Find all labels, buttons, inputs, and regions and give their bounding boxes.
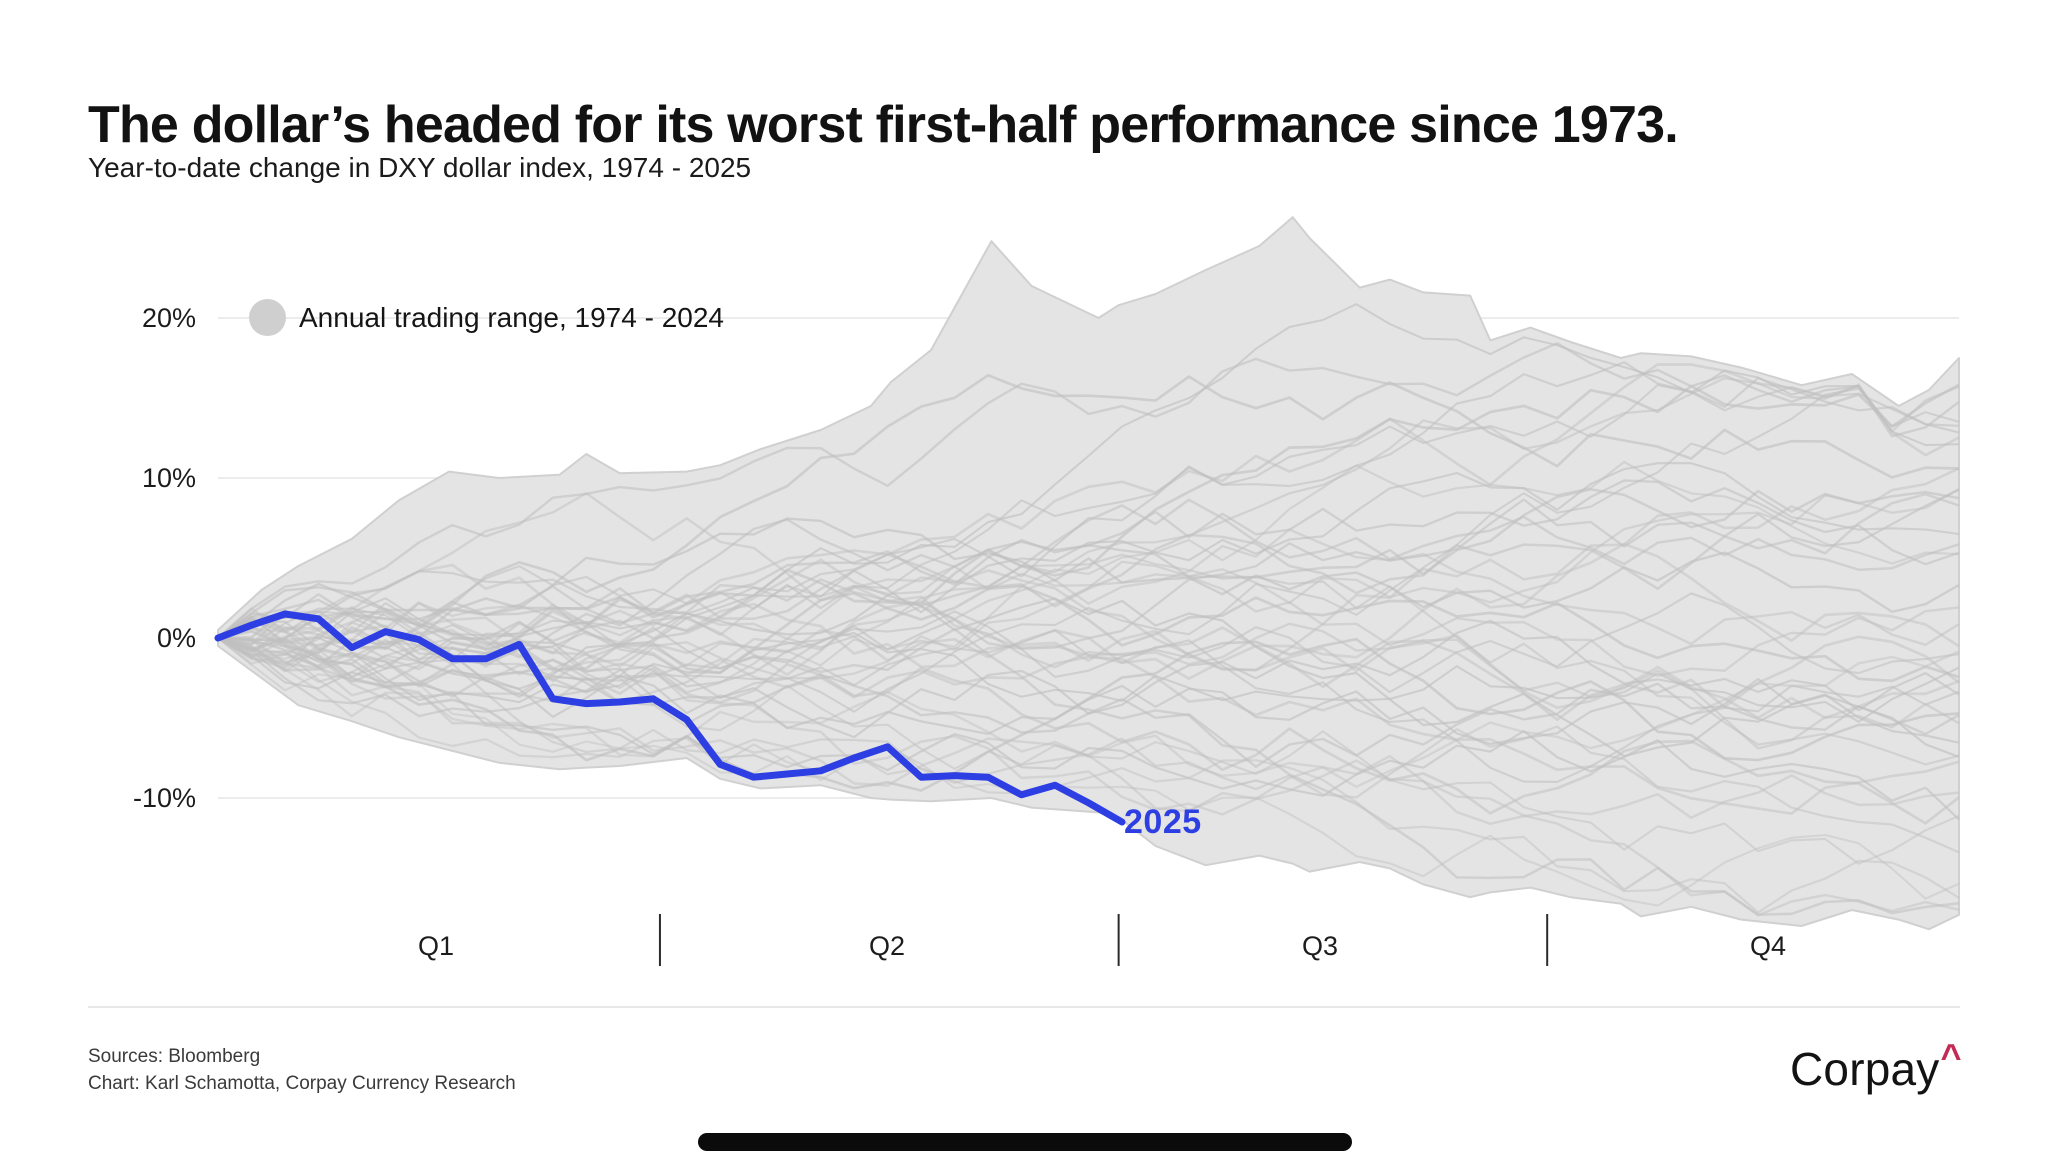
y-axis-label-neg10: -10% — [132, 783, 196, 813]
page-title: The dollar’s headed for its worst first-… — [88, 95, 1679, 154]
corpay-logo-text: Corpay — [1790, 1043, 1940, 1095]
source-text: Sources: Bloomberg — [88, 1046, 261, 1067]
corpay-logo-caret-icon: ^ — [1940, 1036, 1962, 1077]
page-subtitle: Year-to-date change in DXY dollar index,… — [88, 152, 752, 183]
legend-label: Annual trading range, 1974 - 2024 — [299, 301, 724, 333]
footer-divider — [88, 1006, 1960, 1008]
x-axis-label-q3: Q3 — [1301, 931, 1339, 961]
credit-text: Chart: Karl Schamotta, Corpay Currency R… — [88, 1073, 516, 1094]
y-axis-label-20: 20% — [141, 303, 196, 333]
legend-swatch-icon — [249, 299, 286, 336]
x-axis-label-q4: Q4 — [1749, 931, 1787, 961]
corpay-logo: Corpay^ — [1790, 1036, 1962, 1096]
x-axis-label-q2: Q2 — [868, 931, 906, 961]
y-axis-label-0: 0% — [156, 623, 196, 653]
series-label-2025: 2025 — [1124, 803, 1202, 841]
y-axis-label-10: 10% — [141, 463, 196, 493]
home-indicator-bar — [698, 1133, 1352, 1151]
x-axis-label-q1: Q1 — [417, 931, 455, 961]
chart-legend: Annual trading range, 1974 - 2024 — [249, 299, 724, 336]
